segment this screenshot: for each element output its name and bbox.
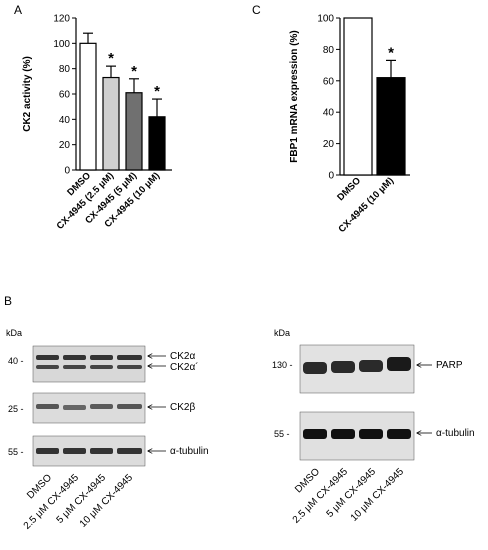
bar (79, 42, 97, 171)
marker-40: 40 - (8, 356, 24, 366)
y-tick-label: 80 (59, 64, 71, 75)
blot-bands-parp (303, 357, 411, 374)
y-axis-title: FBP1 mRNA expression (%) (289, 30, 300, 162)
significance-star: * (154, 83, 160, 100)
y-tick-label: 0 (328, 171, 334, 182)
kda-label-right: kDa (274, 328, 290, 338)
blot-bands-tubulin-right (303, 429, 411, 439)
bar (102, 76, 120, 171)
y-tick-label: 60 (59, 90, 71, 101)
x-tick-label: DMSO (335, 175, 363, 203)
y-tick-label: 20 (323, 139, 335, 150)
y-tick-label: 60 (323, 76, 335, 87)
marker-55-left: 55 - (8, 447, 24, 457)
panel-label-b: B (4, 294, 12, 308)
bar (125, 92, 143, 171)
blots-left: kDa 40 - CK2α CK2α´ 25 - CK2β 55 - α-tub… (6, 328, 209, 467)
label-ck2b: CK2β (170, 402, 195, 413)
label-tubulin-right: α-tubulin (436, 428, 475, 439)
y-tick-label: 40 (323, 108, 335, 119)
y-tick-label: 20 (59, 140, 71, 151)
bar (343, 17, 373, 176)
bar (376, 77, 406, 176)
kda-label-left: kDa (6, 328, 22, 338)
blot-bands-ck2b (36, 404, 142, 410)
blot-bands-ck2a (36, 355, 142, 369)
blot-membrane-ck2a (32, 345, 146, 383)
lane-label: 10 μM CX-4945 (349, 466, 407, 524)
blot-bands-tubulin-left (36, 448, 142, 454)
marker-130: 130 - (272, 360, 293, 370)
significance-star: * (388, 44, 394, 61)
y-tick-label: 40 (59, 115, 71, 126)
significance-star: * (108, 50, 114, 67)
marker-25: 25 - (8, 404, 24, 414)
y-tick-label: 0 (64, 166, 70, 177)
chart-c: 0 20 40 60 80 100 FBP1 mRNA expression (%) DMSO… (289, 14, 410, 235)
panel-label-c: C (252, 3, 261, 17)
label-ck2a-prime: CK2α´ (170, 361, 199, 373)
significance-star: * (131, 63, 137, 80)
bar (148, 116, 166, 171)
y-tick-label: 100 (53, 39, 70, 50)
blots-right: kDa 130 - PARP 55 - α-tubulin (272, 328, 475, 461)
panel-label-a: A (14, 3, 22, 17)
y-tick-label: 80 (323, 45, 335, 56)
label-tubulin-left: α-tubulin (170, 446, 209, 457)
label-parp: PARP (436, 360, 463, 371)
y-axis-title: CK2 activity (%) (22, 56, 33, 132)
marker-55-right: 55 - (274, 429, 290, 439)
y-tick-label: 120 (53, 14, 70, 25)
y-tick-label: 100 (317, 14, 334, 25)
label-ck2a: CK2α (170, 351, 195, 362)
